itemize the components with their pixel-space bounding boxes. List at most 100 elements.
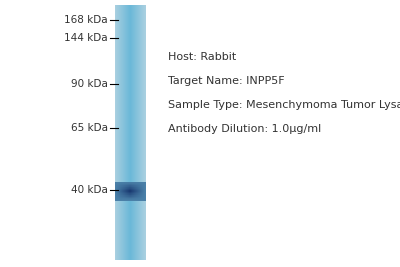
Bar: [132, 182, 134, 183]
Bar: [120, 191, 121, 192]
Bar: [126, 183, 128, 185]
Bar: [140, 182, 141, 183]
Bar: [144, 187, 145, 188]
Bar: [116, 197, 117, 198]
Bar: [125, 198, 126, 199]
Bar: [116, 187, 117, 188]
Bar: [137, 198, 138, 199]
Bar: [143, 189, 144, 190]
Bar: [115, 182, 116, 183]
Bar: [138, 199, 139, 200]
Bar: [141, 197, 142, 198]
Bar: [141, 182, 142, 183]
Bar: [115, 197, 116, 198]
Bar: [144, 190, 145, 191]
Bar: [134, 200, 136, 201]
Bar: [127, 191, 128, 192]
Bar: [143, 195, 144, 197]
Bar: [119, 185, 120, 186]
Bar: [117, 182, 118, 183]
Bar: [132, 198, 133, 199]
Bar: [124, 198, 125, 199]
Bar: [115, 195, 116, 197]
Bar: [123, 194, 124, 195]
Bar: [120, 185, 121, 187]
Bar: [140, 192, 141, 193]
Bar: [139, 194, 140, 195]
Bar: [118, 184, 119, 185]
Bar: [119, 198, 120, 199]
Bar: [121, 188, 122, 189]
Bar: [123, 190, 124, 191]
Bar: [140, 190, 141, 191]
Bar: [132, 192, 133, 193]
Bar: [127, 196, 128, 197]
Bar: [117, 192, 118, 193]
Bar: [124, 5, 125, 260]
Bar: [121, 185, 122, 186]
Bar: [140, 188, 141, 189]
Bar: [122, 192, 123, 193]
Bar: [145, 187, 146, 188]
Bar: [139, 188, 140, 189]
Bar: [133, 193, 134, 194]
Bar: [117, 191, 118, 192]
Bar: [132, 195, 134, 197]
Bar: [142, 184, 143, 185]
Bar: [119, 184, 120, 185]
Bar: [141, 194, 142, 195]
Bar: [129, 200, 130, 201]
Bar: [138, 187, 139, 189]
Bar: [117, 193, 118, 194]
Bar: [134, 197, 136, 198]
Bar: [139, 189, 140, 190]
Bar: [139, 191, 140, 192]
Bar: [135, 182, 136, 183]
Bar: [120, 192, 121, 193]
Bar: [126, 182, 128, 183]
Bar: [140, 187, 141, 188]
Bar: [115, 199, 116, 200]
Bar: [121, 189, 122, 190]
Bar: [137, 195, 138, 197]
Bar: [132, 193, 133, 194]
Bar: [118, 195, 119, 196]
Bar: [124, 190, 126, 191]
Bar: [121, 197, 122, 198]
Bar: [128, 195, 129, 196]
Bar: [136, 183, 137, 184]
Bar: [135, 197, 136, 198]
Bar: [119, 200, 120, 201]
Bar: [137, 197, 138, 198]
Bar: [136, 186, 137, 187]
Bar: [136, 197, 137, 198]
Bar: [126, 199, 128, 200]
Bar: [128, 186, 129, 187]
Bar: [126, 197, 127, 198]
Bar: [122, 198, 123, 199]
Bar: [128, 189, 130, 190]
Bar: [131, 187, 132, 188]
Bar: [116, 200, 117, 201]
Bar: [129, 199, 130, 200]
Bar: [133, 198, 134, 199]
Bar: [128, 185, 130, 187]
Bar: [125, 190, 126, 191]
Bar: [130, 192, 131, 193]
Bar: [144, 182, 145, 183]
Bar: [143, 194, 144, 195]
Bar: [120, 197, 121, 198]
Bar: [138, 192, 139, 193]
Bar: [139, 187, 140, 188]
Bar: [126, 198, 127, 199]
Bar: [145, 196, 146, 197]
Bar: [133, 185, 134, 187]
Bar: [127, 189, 128, 190]
Bar: [121, 186, 122, 187]
Bar: [131, 199, 132, 200]
Bar: [122, 198, 123, 199]
Bar: [128, 192, 130, 193]
Bar: [127, 192, 128, 193]
Bar: [128, 199, 129, 200]
Bar: [122, 193, 123, 194]
